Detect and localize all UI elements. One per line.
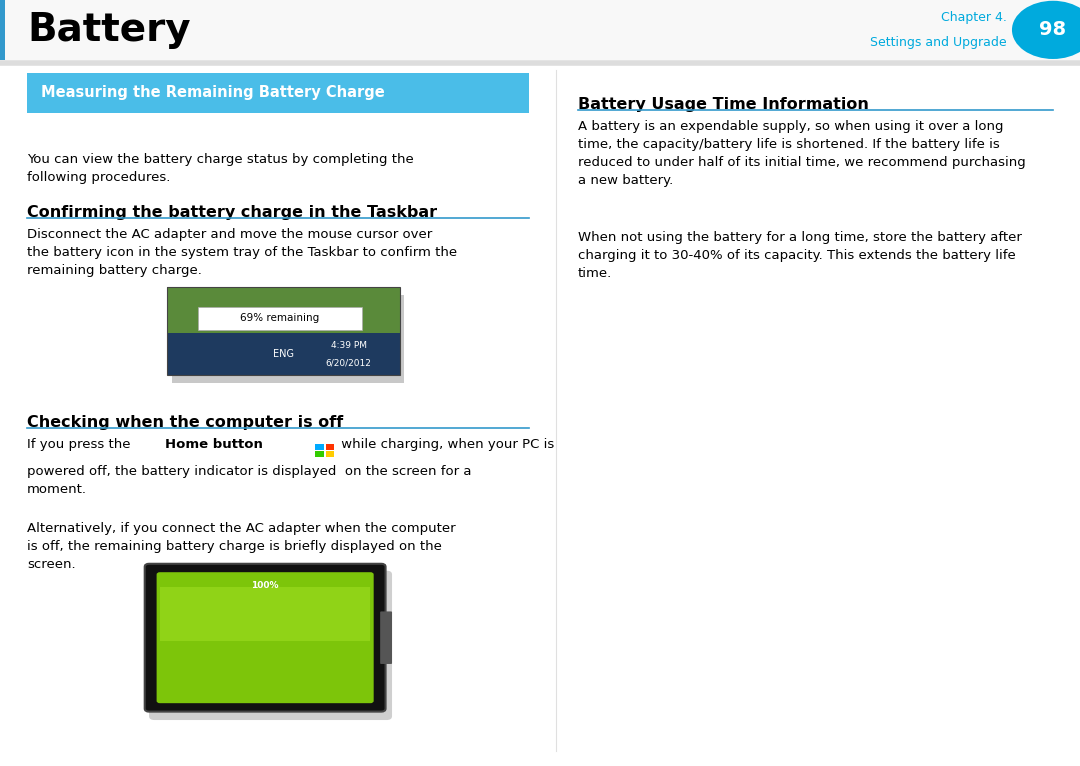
Circle shape: [1012, 1, 1080, 59]
Text: 69% remaining: 69% remaining: [240, 313, 320, 323]
FancyBboxPatch shape: [326, 450, 335, 457]
FancyBboxPatch shape: [145, 564, 386, 712]
FancyBboxPatch shape: [160, 587, 370, 640]
FancyBboxPatch shape: [0, 0, 5, 60]
FancyBboxPatch shape: [326, 444, 335, 450]
Text: Measuring the Remaining Battery Charge: Measuring the Remaining Battery Charge: [41, 85, 384, 100]
Text: Settings and Upgrade: Settings and Upgrade: [869, 36, 1007, 48]
Text: 4:39 PM: 4:39 PM: [330, 341, 366, 350]
Text: You can view the battery charge status by completing the
following procedures.: You can view the battery charge status b…: [27, 153, 414, 184]
FancyBboxPatch shape: [315, 444, 324, 450]
Text: while charging, when your PC is: while charging, when your PC is: [337, 438, 554, 451]
Text: powered off, the battery indicator is displayed  on the screen for a
moment.: powered off, the battery indicator is di…: [27, 465, 472, 496]
Text: 98: 98: [1039, 21, 1067, 39]
Text: A battery is an expendable supply, so when using it over a long
time, the capaci: A battery is an expendable supply, so wh…: [578, 120, 1026, 187]
FancyBboxPatch shape: [149, 571, 392, 720]
Text: Battery: Battery: [27, 11, 191, 49]
FancyBboxPatch shape: [315, 450, 324, 457]
Text: ENG: ENG: [273, 349, 294, 359]
Text: Home button: Home button: [165, 438, 264, 451]
Text: 6/20/2012: 6/20/2012: [325, 358, 372, 368]
Text: Battery Usage Time Information: Battery Usage Time Information: [578, 97, 868, 112]
FancyBboxPatch shape: [167, 333, 400, 375]
Text: Alternatively, if you connect the AC adapter when the computer
is off, the remai: Alternatively, if you connect the AC ada…: [27, 522, 456, 571]
Text: Disconnect the AC adapter and move the mouse cursor over
the battery icon in the: Disconnect the AC adapter and move the m…: [27, 228, 457, 277]
Text: When not using the battery for a long time, store the battery after
charging it : When not using the battery for a long ti…: [578, 231, 1022, 280]
FancyBboxPatch shape: [380, 611, 392, 664]
FancyBboxPatch shape: [198, 306, 362, 329]
FancyBboxPatch shape: [157, 572, 374, 703]
FancyBboxPatch shape: [0, 0, 1080, 60]
Text: Chapter 4.: Chapter 4.: [941, 11, 1007, 24]
Text: Confirming the battery charge in the Taskbar: Confirming the battery charge in the Tas…: [27, 205, 437, 220]
FancyBboxPatch shape: [172, 295, 404, 383]
FancyBboxPatch shape: [167, 287, 400, 336]
Text: Checking when the computer is off: Checking when the computer is off: [27, 415, 343, 430]
Text: 100%: 100%: [252, 581, 279, 590]
Text: If you press the: If you press the: [27, 438, 135, 451]
FancyBboxPatch shape: [27, 73, 529, 113]
